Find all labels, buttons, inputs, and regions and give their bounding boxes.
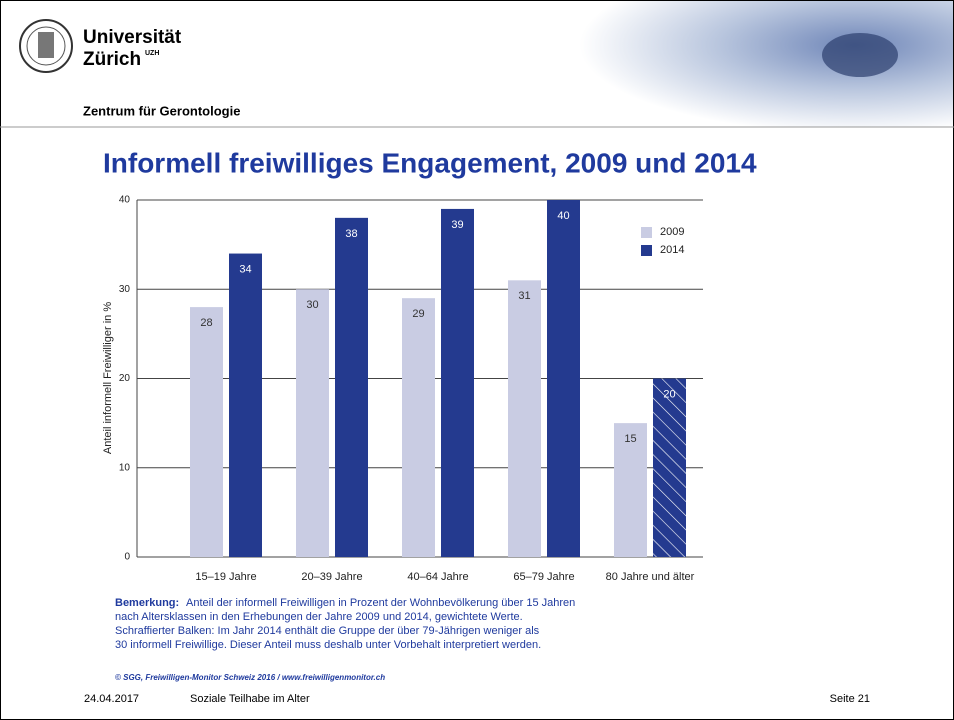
value-label: 38 <box>345 228 357 240</box>
note-line: nach Altersklassen in den Erhebungen der… <box>115 611 523 623</box>
x-tick-label: 80 Jahre und älter <box>606 571 695 583</box>
footer-page: Seite 21 <box>830 693 870 705</box>
bar <box>441 208 474 558</box>
legend-label: 2009 <box>660 226 684 238</box>
bar <box>402 298 435 557</box>
x-tick-label: 20–39 Jahre <box>301 571 362 583</box>
value-label: 20 <box>663 388 675 400</box>
legend-swatch <box>641 245 652 256</box>
logo-tower <box>38 32 54 58</box>
note-line: Anteil der informell Freiwilligen in Pro… <box>186 597 575 609</box>
bar <box>296 289 329 557</box>
y-tick-label: 10 <box>119 462 131 473</box>
y-tick-label: 0 <box>124 552 130 563</box>
note-line: 30 informell Freiwillige. Dieser Anteil … <box>115 639 541 651</box>
y-tick-label: 40 <box>119 195 131 206</box>
y-tick-label: 30 <box>119 284 131 295</box>
x-tick-label: 40–64 Jahre <box>407 571 468 583</box>
footer-date: 24.04.2017 <box>84 693 139 705</box>
y-tick-label: 20 <box>119 373 131 384</box>
chart-title: Informell freiwilliges Engagement, 2009 … <box>103 147 757 178</box>
bar <box>190 307 223 557</box>
value-label: 34 <box>239 263 251 275</box>
university: Universität <box>83 27 182 48</box>
source: © SGG, Freiwilligen-Monitor Schweiz 2016… <box>115 673 385 682</box>
value-label: 31 <box>518 290 530 302</box>
legend-swatch <box>641 227 652 238</box>
value-label: 28 <box>200 317 212 329</box>
bar <box>229 253 262 558</box>
legend-label: 2014 <box>660 244 684 256</box>
value-label: 30 <box>306 299 318 311</box>
value-label: 39 <box>451 219 463 231</box>
bar <box>547 200 580 557</box>
x-tick-label: 65–79 Jahre <box>513 571 574 583</box>
bar <box>508 280 541 557</box>
bar-hatch <box>653 378 686 557</box>
y-axis-label: Anteil informell Freiwilliger in % <box>102 302 114 454</box>
bar <box>614 423 647 557</box>
eye-iris <box>822 33 898 77</box>
note-line: Schraffierter Balken: Im Jahr 2014 enthä… <box>115 625 540 637</box>
logo-inner <box>26 26 66 66</box>
note-label: Bemerkung: <box>115 597 179 609</box>
city: Zürich <box>83 49 141 70</box>
bar <box>335 217 368 557</box>
superscript: UZH <box>145 50 159 57</box>
department: Zentrum für Gerontologie <box>83 103 240 118</box>
x-tick-label: 15–19 Jahre <box>195 571 256 583</box>
value-label: 15 <box>624 433 636 445</box>
value-label: 40 <box>557 210 569 222</box>
value-label: 29 <box>412 308 424 320</box>
footer-topic: Soziale Teilhabe im Alter <box>190 693 310 705</box>
